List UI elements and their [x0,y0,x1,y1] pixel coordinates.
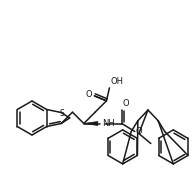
Text: S: S [60,109,65,118]
Text: O: O [123,99,129,108]
Text: O: O [136,127,142,136]
Text: OH: OH [110,77,123,86]
Text: NH: NH [102,119,115,128]
Text: O: O [86,90,92,99]
Polygon shape [84,121,98,125]
